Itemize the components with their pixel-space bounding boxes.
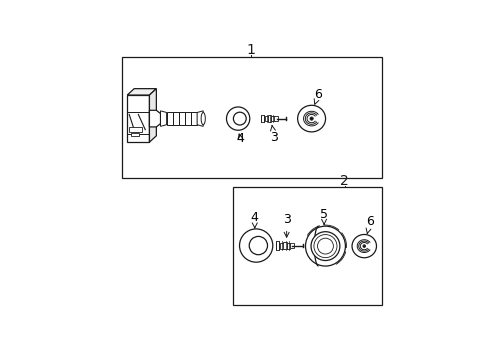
Ellipse shape xyxy=(249,237,267,255)
Bar xyxy=(232,187,382,305)
Text: 3: 3 xyxy=(270,125,278,144)
Polygon shape xyxy=(149,110,160,127)
Ellipse shape xyxy=(226,107,249,130)
Text: 3: 3 xyxy=(282,213,290,237)
Bar xyxy=(274,116,277,121)
Bar xyxy=(131,133,139,136)
Circle shape xyxy=(313,235,336,258)
Ellipse shape xyxy=(351,234,376,258)
Circle shape xyxy=(310,232,339,261)
Text: 5: 5 xyxy=(320,208,327,224)
Bar xyxy=(260,115,264,122)
Polygon shape xyxy=(127,89,156,95)
Bar xyxy=(271,116,274,121)
Bar xyxy=(280,243,283,249)
Text: 1: 1 xyxy=(245,43,255,57)
Circle shape xyxy=(317,238,333,254)
Bar xyxy=(122,57,382,177)
Circle shape xyxy=(309,117,313,120)
Ellipse shape xyxy=(297,105,325,132)
Text: 4: 4 xyxy=(250,211,258,228)
Text: 4: 4 xyxy=(236,132,244,145)
Bar xyxy=(128,127,142,132)
Text: 2: 2 xyxy=(340,174,348,188)
Polygon shape xyxy=(179,112,184,125)
Ellipse shape xyxy=(201,112,205,125)
Polygon shape xyxy=(197,111,203,126)
Ellipse shape xyxy=(305,226,345,266)
Polygon shape xyxy=(127,95,149,142)
Bar xyxy=(275,241,279,250)
Bar xyxy=(264,116,268,121)
Bar xyxy=(286,243,290,249)
Polygon shape xyxy=(191,112,197,125)
Text: 6: 6 xyxy=(366,215,373,234)
Circle shape xyxy=(362,245,365,247)
Polygon shape xyxy=(149,89,156,142)
Ellipse shape xyxy=(239,229,272,262)
Text: 6: 6 xyxy=(313,88,322,104)
Polygon shape xyxy=(166,112,172,125)
Bar xyxy=(289,243,293,248)
Ellipse shape xyxy=(233,112,245,125)
Polygon shape xyxy=(172,112,179,125)
Bar xyxy=(283,242,286,249)
Polygon shape xyxy=(184,112,191,125)
Bar xyxy=(267,115,270,122)
Polygon shape xyxy=(160,111,166,126)
